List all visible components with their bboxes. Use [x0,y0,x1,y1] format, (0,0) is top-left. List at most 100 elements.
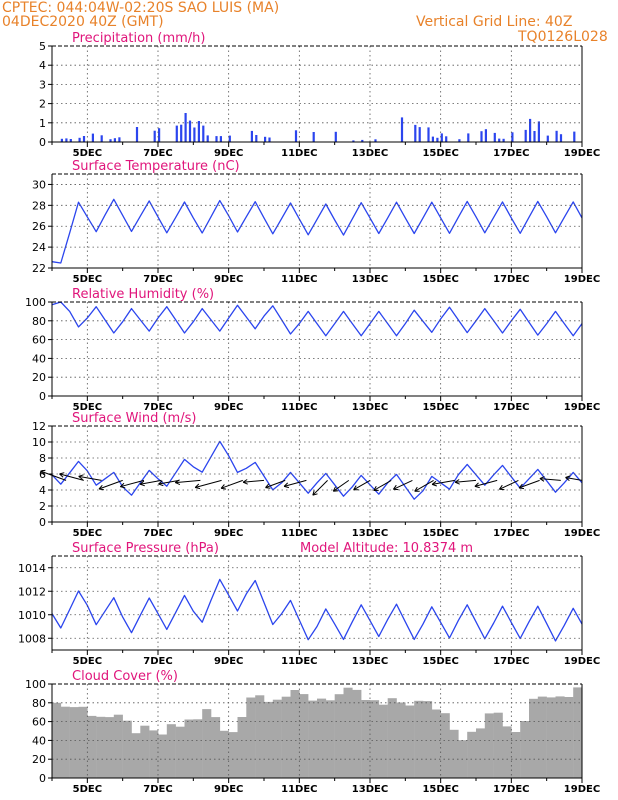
wind-arrow-head [431,483,437,487]
wind-vectors [40,469,583,496]
precip-bar [202,125,205,142]
x-tick-label: 13DEC [352,528,388,539]
cloud-bar [105,717,115,778]
wind-arrow [195,479,222,488]
wind-arrow-head [498,484,503,490]
x-tick-label: 9DEC [214,656,243,667]
precip-bar [113,138,116,142]
wind-arrow-head [312,490,315,496]
wind-arrow-head [221,487,227,490]
precip-bar [440,133,443,142]
cloud-bar [255,695,265,778]
wind-arrow-head [158,480,163,485]
panel-rh: Relative Humidity (%) 0 20 40 60 80 100 5DEC 7DE… [25,287,600,413]
x-tick-label: 5DEC [73,148,102,159]
press-title: Surface Pressure (hPa) [72,541,219,556]
precip-bar [524,129,527,142]
cloud-bar [343,687,353,778]
precip-bar [431,136,434,142]
wind-arrow [455,479,477,483]
wind-arrow-head [414,486,418,492]
cloud-bar [564,697,574,778]
precip-bar [294,130,298,142]
wind-arrow-head [283,485,290,489]
cloud-bar [122,720,132,778]
x-tick-label: 19DEC [564,528,600,539]
wind-arrow [243,479,265,483]
wind-arrow-head [139,483,145,487]
wind-arrow-head [454,481,460,485]
cloud-bar [158,734,168,778]
cloud-bar [520,721,530,778]
precip-bar [264,136,267,142]
panel-temp: Surface Temperature (nC) 22 24 26 28 30 5DEC 7D… [32,159,600,285]
x-tick-label: 17DEC [493,784,529,795]
precip-bar [268,137,271,142]
rh-line [51,301,583,337]
wind-arrow-head [539,476,545,480]
cloud-bar [60,706,70,778]
y-tick-label: 100 [25,678,46,691]
wind-arrow-head [98,484,103,490]
cloud-bar [529,698,539,778]
y-tick-label: 12 [32,420,46,433]
wind-arrow [265,479,286,489]
x-tick-label: 15DEC [422,402,458,413]
wind-arrow-head [333,490,339,492]
cloud-bar [405,705,415,778]
wind-arrow [518,479,540,489]
cloud-bar [573,687,583,778]
cloud-bar [555,696,565,778]
wind-arrow [312,480,328,496]
y-tick-label: 80 [32,697,46,710]
wind-arrow [333,479,350,492]
x-tick-label: 15DEC [422,274,458,285]
wind-arrow-head [565,477,570,481]
x-tick-label: 5DEC [73,784,102,795]
y-tick-label: 20 [32,371,46,384]
x-tick-label: 17DEC [493,148,529,159]
wind-arrow [283,479,307,487]
wind-arrow-head [40,469,46,472]
y-tick-label: 24 [32,241,46,254]
wind-arrow [565,477,583,481]
y-tick-label: 30 [32,178,46,191]
wind-arrow-head [220,484,225,489]
y-tick-label: 10 [32,436,46,449]
precip-bar [65,138,68,142]
precip-bar [334,131,337,142]
precip-bar [537,121,540,142]
x-tick-label: 11DEC [281,528,317,539]
cloud-bar [317,698,327,778]
x-tick-label: 11DEC [281,784,317,795]
precip-bar [498,138,501,142]
x-tick-label: 15DEC [422,148,458,159]
precip-bar [228,135,231,142]
x-tick-label: 11DEC [281,656,317,667]
wind-arrow-head [158,483,164,487]
cloud-bar [219,730,229,778]
y-tick-label: 3 [39,78,46,91]
cloud-bar [237,717,247,778]
cloud-bar [414,700,424,778]
precip-bar [312,132,315,142]
wind-arrow-head [518,483,523,489]
precip-bar [193,127,196,142]
x-tick-label: 9DEC [214,784,243,795]
precip-bar [78,137,81,142]
cloud-bar [290,690,300,778]
cloud-bar [184,719,194,778]
cloud-bar [484,713,494,778]
y-tick-label: 1010 [18,609,46,622]
y-tick-label: 60 [32,334,46,347]
x-tick-label: 17DEC [493,402,529,413]
precip-bar [118,137,121,142]
cloud-bar [387,698,397,778]
cloud-bar [352,689,362,778]
panel-wind: Surface Wind (m/s) 0 2 4 6 8 10 12 5DEC 7DEC 9DEC 1… [32,411,600,539]
precip-bar [69,139,72,142]
precip-bar [175,125,178,142]
wind-arrow-head [78,474,84,477]
precip-bar [109,139,112,142]
